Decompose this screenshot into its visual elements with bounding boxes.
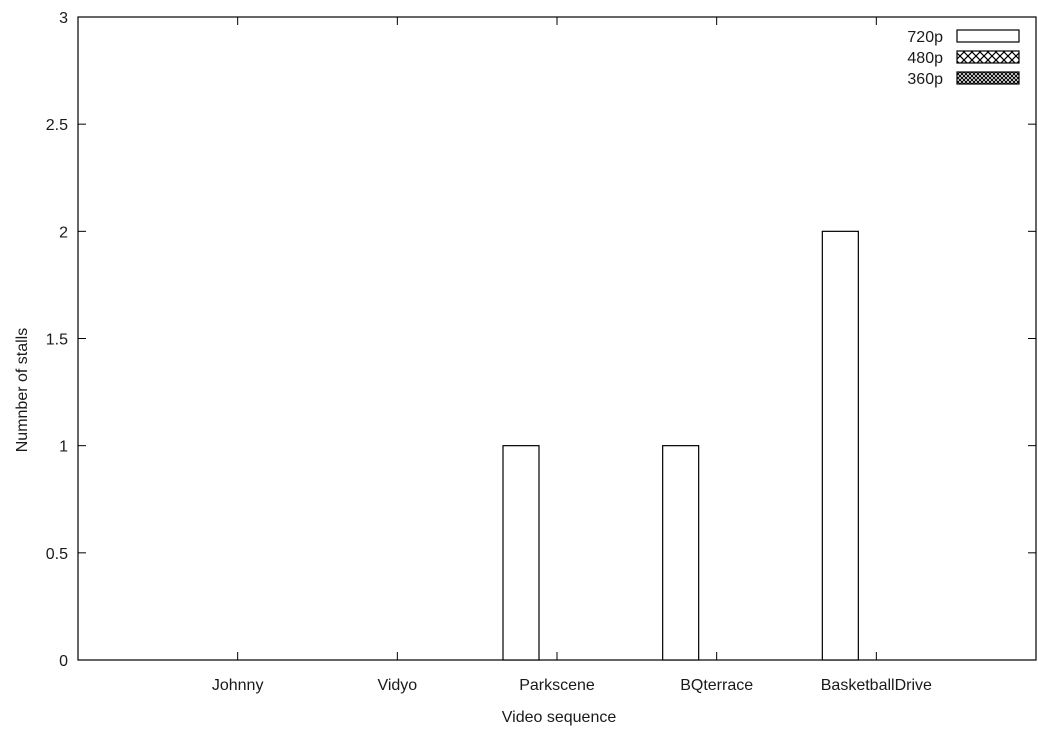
y-tick-label: 2 [59, 224, 68, 241]
legend-label-360p: 360p [907, 71, 943, 88]
x-tick-label: BasketballDrive [821, 677, 932, 694]
x-tick-label: BQterrace [680, 677, 753, 694]
y-tick-label: 1 [59, 439, 68, 456]
legend: 720p 480p 360p [907, 29, 1020, 88]
legend-label-480p: 480p [907, 50, 943, 67]
y-tick-label: 1.5 [46, 332, 68, 349]
bar-720p-Parkscene [502, 445, 540, 661]
y-tick-label: 2.5 [46, 117, 68, 134]
x-axis-ticks: Johnny Vidyo Parkscene BQterrace BasketballD… [212, 17, 932, 694]
legend-swatch-720p [956, 29, 1020, 43]
plot-frame [77, 16, 1037, 661]
legend-swatch-360p [956, 71, 1020, 85]
legend-swatch-480p [956, 50, 1020, 64]
bar-720p-BQterrace [662, 445, 700, 661]
x-tick-label: Parkscene [519, 677, 595, 694]
plot-border [77, 16, 1037, 661]
bar-720p-BasketballDrive [821, 230, 859, 661]
bars [502, 230, 859, 661]
x-axis-label: Video sequence [502, 709, 617, 726]
legend-label-720p: 720p [907, 29, 943, 46]
y-tick-label: 0.5 [46, 546, 68, 563]
y-axis-ticks: 0 0.5 1 1.5 2 2.5 3 [46, 10, 1036, 670]
y-tick-label: 0 [59, 653, 68, 670]
x-tick-label: Johnny [212, 677, 264, 694]
x-tick-label: Vidyo [377, 677, 417, 694]
y-axis-label: Numnber of stalls [14, 328, 31, 453]
y-tick-label: 3 [59, 10, 68, 27]
